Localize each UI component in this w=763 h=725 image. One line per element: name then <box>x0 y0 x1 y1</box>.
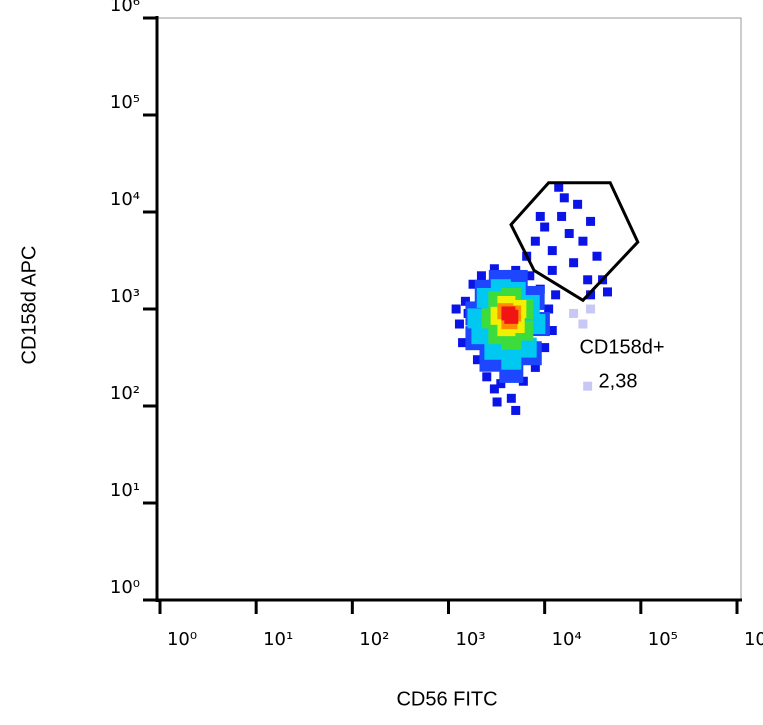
y-tick-label: 10⁴ <box>110 189 140 210</box>
point <box>592 251 602 261</box>
point <box>535 211 545 221</box>
gate-name: CD158d+ <box>579 336 664 358</box>
x-tick-label: 10³ <box>455 629 485 650</box>
point <box>516 337 537 358</box>
point <box>569 258 579 268</box>
gate-value: 2,38 <box>599 370 638 392</box>
point <box>586 304 596 314</box>
point <box>559 193 569 203</box>
point <box>492 397 502 407</box>
point <box>472 355 482 365</box>
point <box>501 349 522 370</box>
point <box>583 275 593 285</box>
point <box>482 372 492 382</box>
point <box>602 287 612 297</box>
point <box>583 381 593 391</box>
point <box>454 319 464 329</box>
point <box>458 338 468 348</box>
point <box>496 379 506 389</box>
point <box>451 304 461 314</box>
x-tick-label: 10⁰ <box>167 629 197 650</box>
y-tick-label: 10³ <box>110 286 140 307</box>
y-tick-label: 10² <box>110 383 140 404</box>
point <box>525 271 535 281</box>
point <box>573 199 583 209</box>
point <box>530 362 540 372</box>
point <box>489 264 499 274</box>
point <box>468 279 478 289</box>
x-tick-label: 10² <box>359 629 389 650</box>
point <box>489 384 499 394</box>
point <box>586 290 596 300</box>
x-tick-label: 10¹ <box>263 629 293 650</box>
y-tick-label: 10⁶ <box>110 0 140 16</box>
point <box>540 222 550 232</box>
point <box>557 211 567 221</box>
x-tick-label: 10⁴ <box>552 629 582 650</box>
point <box>504 309 519 324</box>
point <box>484 339 505 360</box>
point <box>530 236 540 246</box>
plot-frame <box>156 17 742 601</box>
point <box>506 393 516 403</box>
point <box>511 405 521 415</box>
y-tick-label: 10⁰ <box>110 577 140 598</box>
point <box>586 216 596 226</box>
x-axis-title: CD56 FITC <box>396 688 497 710</box>
point <box>564 229 574 239</box>
point <box>460 296 470 306</box>
point <box>569 308 579 318</box>
point <box>554 182 564 192</box>
y-axis-title: CD158d APC <box>18 246 40 365</box>
point <box>547 326 557 336</box>
point <box>578 319 588 329</box>
point <box>544 304 554 314</box>
point <box>551 290 561 300</box>
x-tick-label: 10⁵ <box>648 629 678 650</box>
y-tick-label: 10¹ <box>110 480 140 501</box>
x-tick-label: 10⁶ <box>744 629 763 650</box>
y-tick-label: 10⁵ <box>110 92 140 113</box>
point <box>547 265 557 275</box>
point <box>547 246 557 256</box>
point <box>518 376 528 386</box>
point <box>476 271 486 281</box>
point <box>540 343 550 353</box>
point <box>578 236 588 246</box>
point <box>471 324 492 345</box>
gate <box>509 181 640 303</box>
